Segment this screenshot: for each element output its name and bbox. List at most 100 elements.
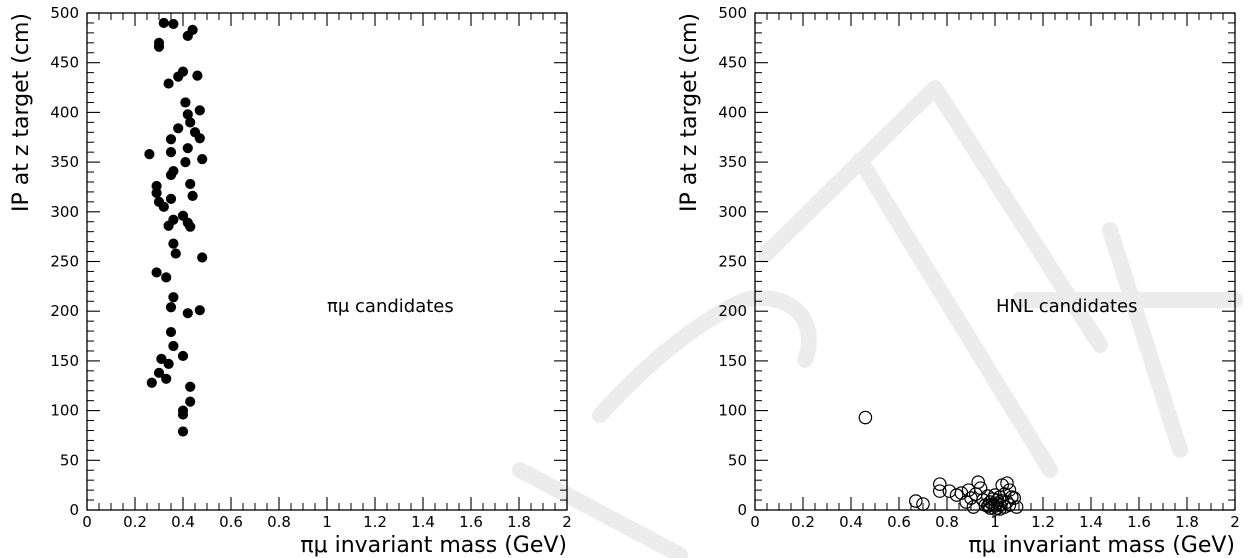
data-point [1002,483,1017,497]
y-tick-label: 350 [718,153,747,171]
data-point [185,178,196,190]
y-tick-label: 150 [718,352,747,370]
panel-annotation: HNL candidates [996,296,1137,317]
x-tick-label: 1.4 [411,513,435,531]
data-point [177,350,189,362]
data-point [988,488,1002,502]
x-tick-label: 0 [82,513,92,531]
data-point [168,340,179,352]
data-point [1007,491,1021,505]
y-tick-label: 400 [50,103,79,121]
data-point [168,18,179,30]
x-tick-label: 1.6 [459,513,483,531]
x-tick-label: 1 [990,513,1000,531]
x-tick-label: 2 [562,513,572,531]
y-tick-label: 200 [718,302,747,320]
x-tick-label: 0.4 [171,513,195,531]
data-point [168,238,179,249]
data-point [165,134,177,145]
data-point [971,475,985,489]
data-point [168,292,179,303]
x-tick-label: 0.6 [219,513,243,531]
data-point [185,381,196,392]
x-tick-label: 0 [750,513,760,531]
data-point [165,169,177,181]
x-tick-label: 0.4 [839,513,863,531]
data-point [173,71,184,82]
data-point [192,70,203,81]
y-tick-label: 500 [718,4,747,22]
y-tick-label: 150 [50,352,79,370]
data-point [858,410,873,425]
x-tick-label: 2 [1230,513,1240,531]
data-point [156,353,167,365]
x-tick-label: 0.6 [887,513,911,531]
data-point [163,220,174,231]
data-point [187,190,198,201]
panel-annotation: πμ candidates [327,296,454,317]
y-tick-label: 350 [50,153,79,171]
data-point [185,117,196,128]
y-tick-label: 100 [50,402,79,420]
data-point [153,41,165,52]
data-point [165,147,177,158]
y-tick-label: 300 [718,203,747,221]
x-tick-label: 1.2 [363,513,387,531]
x-tick-label: 1.6 [1127,513,1151,531]
y-tick-label: 250 [50,253,79,271]
data-point [151,187,162,199]
y-axis-title: IP at z target (cm) [9,13,34,212]
data-point [194,133,205,144]
x-tick-label: 1.8 [507,513,531,531]
data-point [980,499,995,513]
x-axis-title: πμ invariant mass (GeV) [968,533,1235,558]
watermark-stroke [592,290,817,423]
data-point [197,252,208,263]
chart-panel-hnl-candidates: 0 0.2 0.4 0.6 0.8 1 1.2 1.4 1.6 1.8 2 0 50 100 150 200 2… [677,4,1240,558]
data-point [165,193,177,204]
x-tick-label: 1 [322,513,332,531]
y-tick-label: 450 [718,54,747,72]
data-point [182,30,193,41]
y-axis-title: IP at z target (cm) [677,13,702,212]
data-point [146,377,157,388]
y-tick-label: 0 [737,501,747,519]
data-point [158,17,169,29]
data-point [163,358,174,369]
data-point [194,305,205,316]
data-point [165,302,177,313]
data-point [1002,498,1017,512]
watermark-stroke [512,462,688,558]
data-point [144,149,155,160]
data-point [1000,476,1014,490]
data-point [153,367,165,378]
data-point [185,396,196,407]
data-point [942,484,957,498]
data-point [916,497,930,511]
y-tick-label: 500 [50,4,79,22]
chart-panel-pimu-candidates: 0 0.2 0.4 0.6 0.8 1 1.2 1.4 1.6 1.8 2 0 50 100 150 200 2… [9,4,572,558]
data-point [161,373,172,384]
y-tick-label: 50 [728,451,747,469]
data-point [932,484,947,498]
data-point [165,326,177,338]
y-tick-label: 450 [50,54,79,72]
x-tick-label: 1.2 [1031,513,1055,531]
y-tick-label: 50 [60,451,79,469]
x-tick-label: 0.8 [935,513,959,531]
plot-frame [754,12,1236,511]
x-tick-label: 0.2 [123,513,147,531]
y-tick-label: 200 [50,302,79,320]
data-point [194,105,205,116]
data-point [1009,500,1024,514]
data-point [177,409,189,420]
watermark-stroke [852,152,1058,478]
data-point [180,157,191,168]
data-point [932,477,947,491]
data-point [182,308,193,319]
data-point [161,272,172,283]
y-tick-label: 0 [69,501,79,519]
data-point [173,123,184,134]
x-tick-label: 0.8 [267,513,291,531]
